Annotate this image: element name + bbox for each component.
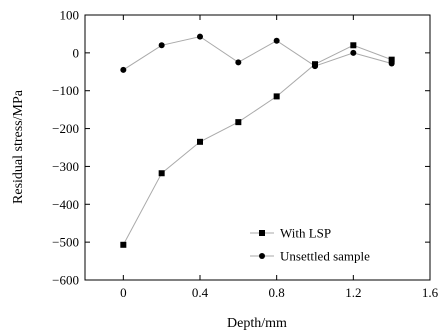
legend-label: With LSP — [280, 226, 331, 241]
y-tick-label: −200 — [52, 121, 79, 136]
legend-marker — [259, 230, 265, 236]
data-point-with-lsp — [235, 119, 242, 126]
legend-marker — [259, 253, 265, 259]
series-lines — [122, 36, 392, 246]
data-point-unsettled — [158, 42, 165, 49]
x-axis-label: Depth/mm — [227, 316, 287, 331]
data-point-unsettled — [235, 59, 242, 66]
series-line-with-lsp — [122, 44, 392, 246]
x-ticks: 0 0.4 0.8 1.2 1.6 — [120, 15, 439, 300]
data-point-unsettled — [350, 49, 357, 56]
data-point-unsettled — [120, 66, 127, 73]
x-tick-label: 1.2 — [345, 285, 361, 300]
x-tick-label: 0 — [120, 285, 127, 300]
series-line-unsettled — [123, 36, 392, 71]
plot-frame — [84, 14, 431, 281]
y-tick-label: 100 — [60, 8, 80, 23]
data-point-unsettled — [312, 63, 318, 70]
data-point-with-lsp — [273, 93, 280, 100]
legend-label: Unsettled sample — [280, 249, 370, 264]
data-point-with-lsp — [158, 170, 165, 177]
data-point-with-lsp — [350, 42, 357, 49]
data-point-with-lsp — [197, 138, 203, 145]
y-axis-label: Residual stress/MPa — [11, 89, 26, 204]
data-point-unsettled — [388, 60, 395, 67]
x-tick-label: 0.4 — [192, 285, 209, 300]
x-tick-label: 1.6 — [422, 285, 439, 300]
y-tick-label: −100 — [52, 83, 79, 98]
y-tick-label: −300 — [52, 159, 79, 174]
y-tick-label: 0 — [73, 45, 80, 60]
y-tick-label: −400 — [52, 197, 79, 212]
data-point-unsettled — [197, 33, 203, 40]
data-point-with-lsp — [388, 56, 395, 63]
y-tick-label: −600 — [52, 273, 79, 288]
legend: With LSP Unsettled sample — [250, 226, 370, 264]
series-markers — [120, 33, 395, 248]
y-tick-label: −500 — [52, 235, 79, 250]
x-tick-label: 0.8 — [269, 285, 285, 300]
data-point-with-lsp — [120, 241, 127, 248]
y-ticks: −600 −500 −400 −300 −200 −100 0 100 — [52, 8, 430, 288]
data-point-unsettled — [273, 37, 280, 44]
